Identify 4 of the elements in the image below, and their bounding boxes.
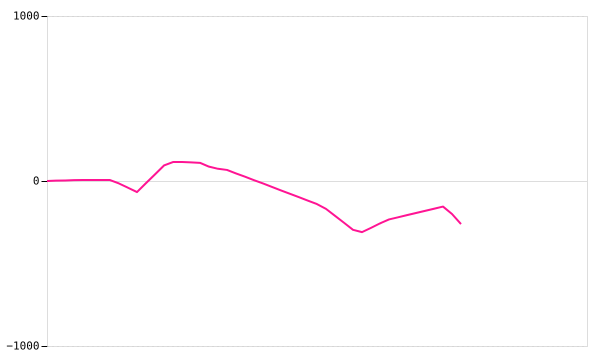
y-tick-label: −1000 [6,340,40,352]
y-tick-label: 1000 [13,10,40,22]
y-tick-label: 0 [32,174,40,188]
line-series [47,161,462,234]
